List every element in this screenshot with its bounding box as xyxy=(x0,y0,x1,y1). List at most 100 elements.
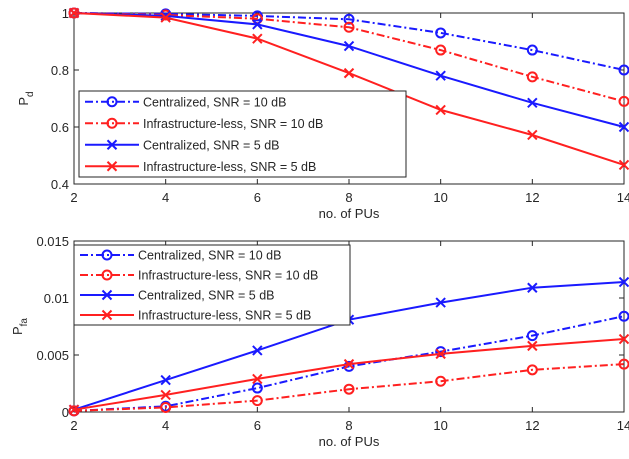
data-point xyxy=(252,345,263,356)
x-tick-label: 4 xyxy=(162,190,169,205)
y-tick-label: 1 xyxy=(62,6,69,21)
data-point xyxy=(343,40,355,52)
legend: Centralized, SNR = 10 dB Infrastructure-l… xyxy=(73,244,351,326)
x-marker-stroke xyxy=(435,104,446,116)
y-axis-label: Pfa xyxy=(10,318,30,335)
series-line xyxy=(73,12,625,71)
legend-box xyxy=(73,244,351,326)
y-tick-label: 0.015 xyxy=(36,234,69,249)
legend-label: Centralized, SNR = 10 dB xyxy=(143,95,286,109)
x-tick-label: 6 xyxy=(254,190,261,205)
x-marker-stroke xyxy=(343,358,355,370)
x-marker-stroke xyxy=(68,7,80,19)
x-marker-stroke xyxy=(252,345,263,356)
legend-marker xyxy=(101,289,113,301)
legend-marker xyxy=(101,309,113,321)
data-point xyxy=(526,71,538,83)
data-point xyxy=(527,97,538,108)
x-tick-label: 14 xyxy=(617,418,629,433)
data-point xyxy=(618,121,629,133)
x-marker-stroke xyxy=(160,10,171,22)
data-point xyxy=(435,297,446,308)
x-marker-stroke xyxy=(101,289,113,301)
y-tick-label: 0.4 xyxy=(51,177,69,192)
y-tick-label: 0.8 xyxy=(51,63,69,78)
x-axis-label: no. of PUs xyxy=(319,206,380,221)
x-marker-stroke xyxy=(252,19,263,30)
x-marker-stroke xyxy=(435,348,446,360)
data-point xyxy=(618,333,629,345)
legend-box xyxy=(78,90,407,178)
x-marker-stroke xyxy=(527,129,538,141)
x-marker-stroke xyxy=(68,404,80,415)
y-axis-label: Pd xyxy=(16,91,36,105)
x-tick-label: 12 xyxy=(525,190,539,205)
data-point xyxy=(343,67,355,79)
legend-label: Centralized, SNR = 5 dB xyxy=(143,138,280,152)
x-marker-stroke xyxy=(527,340,538,352)
data-point xyxy=(343,358,355,370)
data-point xyxy=(435,346,447,358)
legend-marker xyxy=(101,249,113,261)
x-axis-label: no. of PUs xyxy=(319,434,380,449)
data-point xyxy=(252,19,263,30)
series-1 xyxy=(68,358,629,417)
data-point xyxy=(435,348,446,360)
legend-marker xyxy=(101,269,113,281)
legend-label: Infrastructure-less, SNR = 10 dB xyxy=(143,117,323,131)
series-3 xyxy=(68,7,629,171)
data-point xyxy=(527,340,538,352)
x-tick-label: 8 xyxy=(345,190,352,205)
data-point xyxy=(68,405,80,417)
data-point xyxy=(251,382,263,394)
legend-marker xyxy=(106,117,118,129)
chart-pfa: 2 4 6 8 10 12 14 0 0.005 0.01 0.015 no. of PUs Pfa Ce… xyxy=(10,234,629,449)
y-axis-label-subscript: fa xyxy=(19,318,30,327)
x-tick-label: 10 xyxy=(433,190,447,205)
data-point xyxy=(435,104,446,116)
y-tick-label: 0 xyxy=(62,405,69,420)
legend-label: Infrastructure-less, SNR = 5 dB xyxy=(143,160,316,174)
data-point xyxy=(251,395,263,407)
x-tick-label: 2 xyxy=(70,190,77,205)
x-tick-label: 10 xyxy=(433,418,447,433)
data-point xyxy=(160,374,171,386)
x-marker-stroke xyxy=(160,12,171,23)
y-tick-label: 0.01 xyxy=(44,291,69,306)
y-tick-label: 0.6 xyxy=(51,120,69,135)
y-axis-label-main: P xyxy=(16,97,31,106)
data-point xyxy=(526,44,538,56)
data-point xyxy=(618,276,629,288)
data-point xyxy=(527,282,538,293)
x-tick-label: 2 xyxy=(70,418,77,433)
x-marker-stroke xyxy=(106,161,118,172)
data-point xyxy=(343,13,355,25)
x-marker-stroke xyxy=(435,70,446,81)
x-marker-stroke xyxy=(252,373,263,385)
legend-label: Centralized, SNR = 5 dB xyxy=(138,289,275,303)
x-marker-stroke xyxy=(343,67,355,79)
data-point xyxy=(435,375,447,387)
y-tick-label: 0.005 xyxy=(36,348,69,363)
legend-marker xyxy=(106,161,118,172)
data-point xyxy=(618,159,629,171)
data-point xyxy=(526,364,538,376)
data-point xyxy=(435,44,447,56)
series-line xyxy=(73,363,625,412)
x-tick-label: 14 xyxy=(617,190,629,205)
data-point xyxy=(68,7,80,19)
legend-label: Infrastructure-less, SNR = 5 dB xyxy=(138,309,311,323)
x-tick-label: 6 xyxy=(254,418,261,433)
x-marker-stroke xyxy=(527,282,538,293)
data-point xyxy=(435,70,446,81)
data-point xyxy=(435,27,447,39)
legend-label: Centralized, SNR = 10 dB xyxy=(138,249,281,263)
x-marker-stroke xyxy=(618,121,629,133)
x-marker-stroke xyxy=(160,374,171,386)
legend: Centralized, SNR = 10 dB Infrastructure-l… xyxy=(78,90,407,178)
data-point xyxy=(252,33,263,44)
data-point xyxy=(527,129,538,141)
chart-pd: 2 4 6 8 10 12 14 0.4 0.6 0.8 1 no. of PUs Pd Centrali… xyxy=(16,6,629,221)
series-line xyxy=(73,315,625,412)
